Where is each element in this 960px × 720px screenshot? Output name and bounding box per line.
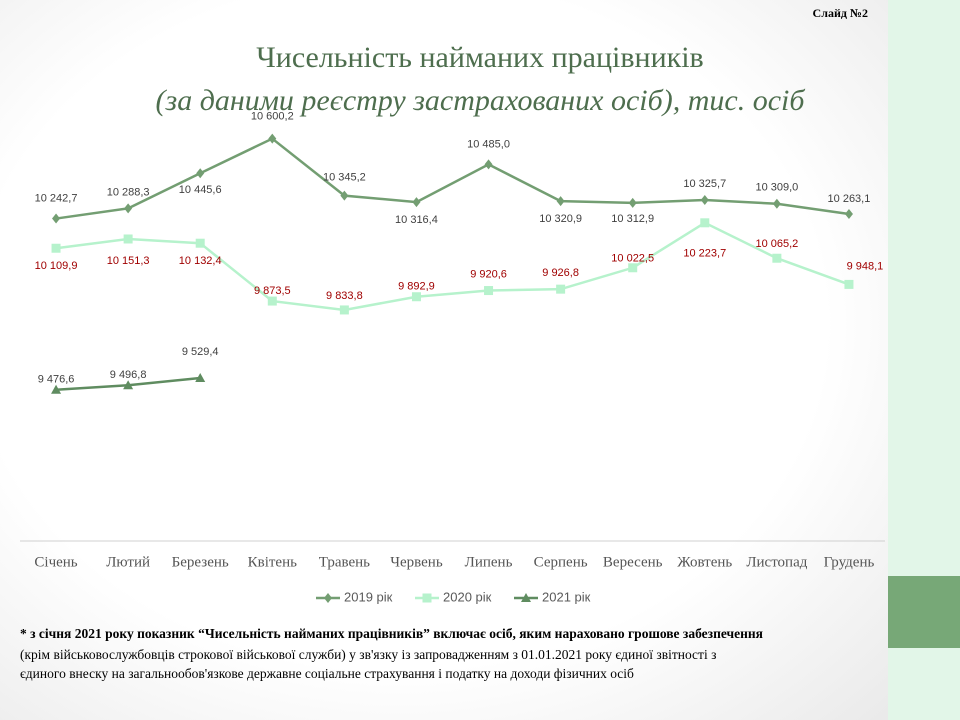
data-label: 9 496,8 xyxy=(110,369,147,381)
footnote: * з січня 2021 року показник “Чисельніст… xyxy=(20,626,763,641)
data-label: 10 065,2 xyxy=(755,238,798,250)
data-label: 10 320,9 xyxy=(539,213,582,225)
marker xyxy=(124,203,133,214)
data-label: 10 309,0 xyxy=(755,182,798,194)
footnote: (крім військовослужбовців строкової війс… xyxy=(20,647,716,662)
data-label: 10 132,4 xyxy=(179,255,222,267)
data-label: 9 926,8 xyxy=(542,267,579,279)
data-label: 9 873,5 xyxy=(254,285,291,297)
marker xyxy=(556,284,566,294)
marker xyxy=(340,190,349,201)
marker xyxy=(772,253,782,263)
marker xyxy=(484,159,493,170)
chart-title: Чисельність найманих працівників xyxy=(256,41,703,74)
data-label: 9 476,6 xyxy=(38,374,75,386)
data-label: 9 833,8 xyxy=(326,290,363,302)
side-block xyxy=(888,576,960,648)
legend-label: 2021 рік xyxy=(542,589,591,604)
slide-label: Слайд №2 xyxy=(813,6,868,20)
marker xyxy=(628,263,638,273)
footnote: єдиного внеску на загальнообов'язкове де… xyxy=(20,666,634,681)
x-tick-label: Травень xyxy=(319,554,370,570)
data-label: 10 345,2 xyxy=(323,172,366,184)
marker xyxy=(267,296,277,306)
marker xyxy=(844,279,854,289)
data-label: 9 892,9 xyxy=(398,281,435,293)
marker xyxy=(700,218,710,228)
marker xyxy=(521,593,531,602)
marker xyxy=(556,196,565,207)
data-label: 10 316,4 xyxy=(395,214,438,226)
data-label: 10 242,7 xyxy=(35,192,78,204)
x-tick-label: Березень xyxy=(172,554,229,570)
data-label: 10 600,2 xyxy=(251,111,294,123)
data-label: 10 325,7 xyxy=(683,178,726,190)
series-line xyxy=(55,221,850,312)
marker xyxy=(123,234,133,244)
legend-label: 2019 рік xyxy=(344,589,393,604)
marker xyxy=(412,197,421,208)
x-tick-label: Січень xyxy=(34,554,77,570)
marker xyxy=(196,168,205,179)
data-label: 10 263,1 xyxy=(828,193,871,205)
marker xyxy=(51,384,62,394)
marker xyxy=(411,292,421,302)
x-tick-label: Грудень xyxy=(824,554,875,570)
marker xyxy=(844,208,853,219)
data-label: 10 288,3 xyxy=(107,186,150,198)
chart-subtitle: (за даними реєстру застрахованих осіб), … xyxy=(156,84,806,117)
marker xyxy=(339,305,349,315)
marker xyxy=(195,372,206,382)
data-label: 10 223,7 xyxy=(683,248,726,260)
marker xyxy=(52,213,61,224)
marker xyxy=(700,195,709,206)
x-tick-label: Жовтень xyxy=(677,554,732,570)
x-tick-label: Вересень xyxy=(603,554,663,570)
series-line xyxy=(55,137,850,220)
x-tick-label: Квітень xyxy=(248,554,297,570)
x-tick-label: Червень xyxy=(390,554,443,570)
data-label: 10 485,0 xyxy=(467,138,510,150)
marker xyxy=(51,243,61,253)
data-label: 9 948,1 xyxy=(847,260,884,272)
data-label: 9 920,6 xyxy=(470,268,507,280)
x-tick-label: Листопад xyxy=(746,554,807,570)
marker xyxy=(123,380,134,390)
marker xyxy=(324,593,332,603)
data-label: 10 109,9 xyxy=(35,260,78,272)
x-tick-label: Липень xyxy=(465,554,513,570)
x-tick-label: Серпень xyxy=(534,554,588,570)
data-label: 10 022,5 xyxy=(611,253,654,265)
data-label: 9 529,4 xyxy=(182,346,219,358)
marker xyxy=(268,133,277,144)
marker xyxy=(772,198,781,209)
data-label: 10 151,3 xyxy=(107,255,150,267)
marker xyxy=(484,286,494,296)
legend-label: 2020 рік xyxy=(443,589,492,604)
marker xyxy=(195,238,205,248)
marker xyxy=(628,197,637,208)
marker xyxy=(422,593,432,603)
data-label: 10 445,6 xyxy=(179,184,222,196)
background xyxy=(0,0,888,720)
data-label: 10 312,9 xyxy=(611,213,654,225)
x-tick-label: Лютий xyxy=(106,554,150,570)
